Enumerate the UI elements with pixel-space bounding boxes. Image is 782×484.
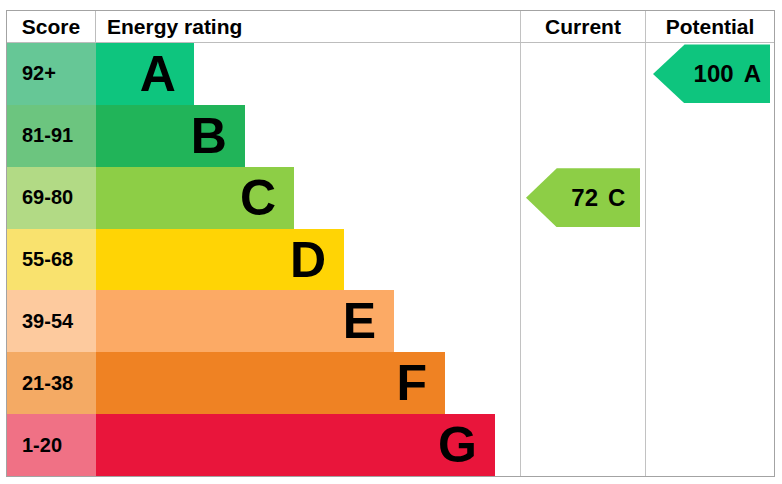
header-potential: Potential: [645, 11, 774, 42]
score-range-b: 81-91: [7, 105, 96, 167]
current-rating-label: 72 C: [541, 186, 626, 210]
score-range-g: 1-20: [7, 414, 96, 476]
potential-cell-d: [645, 229, 774, 291]
energy-cell-e: E: [96, 290, 520, 352]
band-bar-e: E: [96, 290, 394, 352]
energy-cell-d: D: [96, 229, 520, 291]
potential-rating-band: A: [744, 62, 761, 86]
band-row-f: 21-38 F: [7, 352, 774, 414]
band-bar-g: G: [96, 414, 495, 476]
table-header-row: Score Energy rating Current Potential: [7, 11, 774, 43]
current-cell-b: [520, 105, 645, 167]
score-range-c: 69-80: [7, 167, 96, 229]
current-cell-e: [520, 290, 645, 352]
current-rating-arrow: 72 C: [526, 168, 640, 227]
current-cell-a: [520, 43, 645, 105]
current-cell-f: [520, 352, 645, 414]
potential-rating-label: 100 A: [662, 62, 761, 86]
potential-cell-g: [645, 414, 774, 476]
band-row-e: 39-54 E: [7, 290, 774, 352]
header-score: Score: [7, 11, 96, 42]
band-row-d: 55-68 D: [7, 229, 774, 291]
band-bar-b: B: [96, 105, 245, 167]
potential-cell-f: [645, 352, 774, 414]
band-row-b: 81-91 B: [7, 105, 774, 167]
current-cell-d: [520, 229, 645, 291]
band-row-g: 1-20 G: [7, 414, 774, 476]
band-bar-d: D: [96, 229, 344, 291]
potential-cell-b: [645, 105, 774, 167]
energy-cell-a: A: [96, 43, 520, 105]
band-row-c: 69-80 C 72 C: [7, 167, 774, 229]
score-range-d: 55-68: [7, 229, 96, 291]
current-cell-c: 72 C: [520, 167, 645, 229]
epc-table: Score Energy rating Current Potential 92…: [6, 10, 775, 477]
current-rating-band: C: [608, 186, 625, 210]
score-range-f: 21-38: [7, 352, 96, 414]
potential-cell-a: 100 A: [645, 43, 774, 105]
energy-cell-b: B: [96, 105, 520, 167]
current-rating-value: 72: [571, 186, 598, 210]
band-bar-a: A: [96, 43, 194, 105]
current-cell-g: [520, 414, 645, 476]
potential-rating-arrow: 100 A: [653, 44, 770, 103]
table-body: 92+ A 100 A 81-91 B 69-80: [7, 43, 774, 476]
score-range-e: 39-54: [7, 290, 96, 352]
band-bar-c: C: [96, 167, 294, 229]
header-energy-rating: Energy rating: [96, 11, 520, 42]
band-row-a: 92+ A 100 A: [7, 43, 774, 105]
potential-rating-value: 100: [694, 62, 734, 86]
energy-cell-c: C: [96, 167, 520, 229]
header-current: Current: [520, 11, 645, 42]
potential-cell-c: [645, 167, 774, 229]
score-range-a: 92+: [7, 43, 96, 105]
potential-cell-e: [645, 290, 774, 352]
band-bar-f: F: [96, 352, 445, 414]
energy-cell-g: G: [96, 414, 520, 476]
energy-cell-f: F: [96, 352, 520, 414]
epc-rating-chart: Score Energy rating Current Potential 92…: [0, 0, 782, 484]
